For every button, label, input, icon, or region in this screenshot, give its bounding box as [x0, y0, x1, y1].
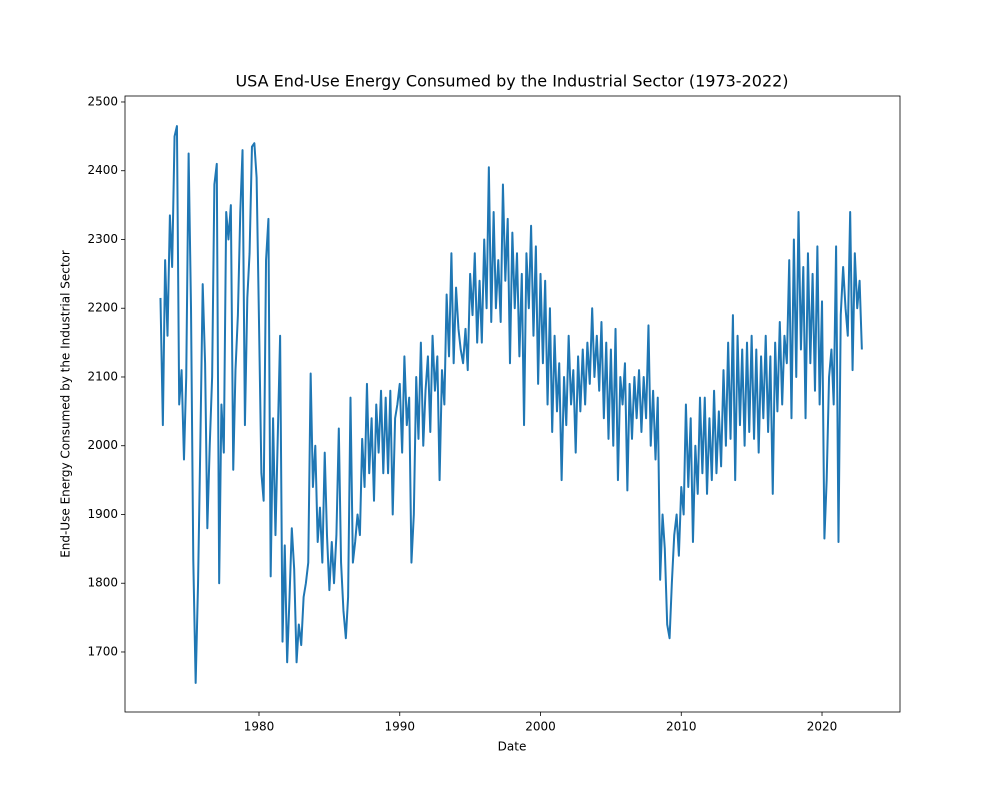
y-tick-label: 2200: [87, 301, 118, 315]
y-tick-label: 1800: [87, 576, 118, 590]
data-line: [159, 125, 863, 684]
y-tick-label: 1700: [87, 644, 118, 658]
y-axis-label: End-Use Energy Consumed by the Industria…: [59, 250, 73, 558]
y-tick-label: 2300: [87, 232, 118, 246]
y-tick-label: 2500: [87, 94, 118, 108]
x-tick-label: 1990: [384, 720, 415, 734]
chart-title: USA End-Use Energy Consumed by the Indus…: [235, 72, 788, 91]
y-tick-label: 2000: [87, 438, 118, 452]
x-tick-label: 2020: [807, 720, 838, 734]
y-tick-label: 2100: [87, 369, 118, 383]
x-tick-label: 1980: [244, 720, 275, 734]
x-axis-label: Date: [498, 740, 527, 754]
y-tick-label: 2400: [87, 163, 118, 177]
x-tick-label: 2010: [666, 720, 697, 734]
x-tick-label: 2000: [525, 720, 556, 734]
plot-frame: [124, 95, 901, 713]
y-tick-label: 1900: [87, 507, 118, 521]
